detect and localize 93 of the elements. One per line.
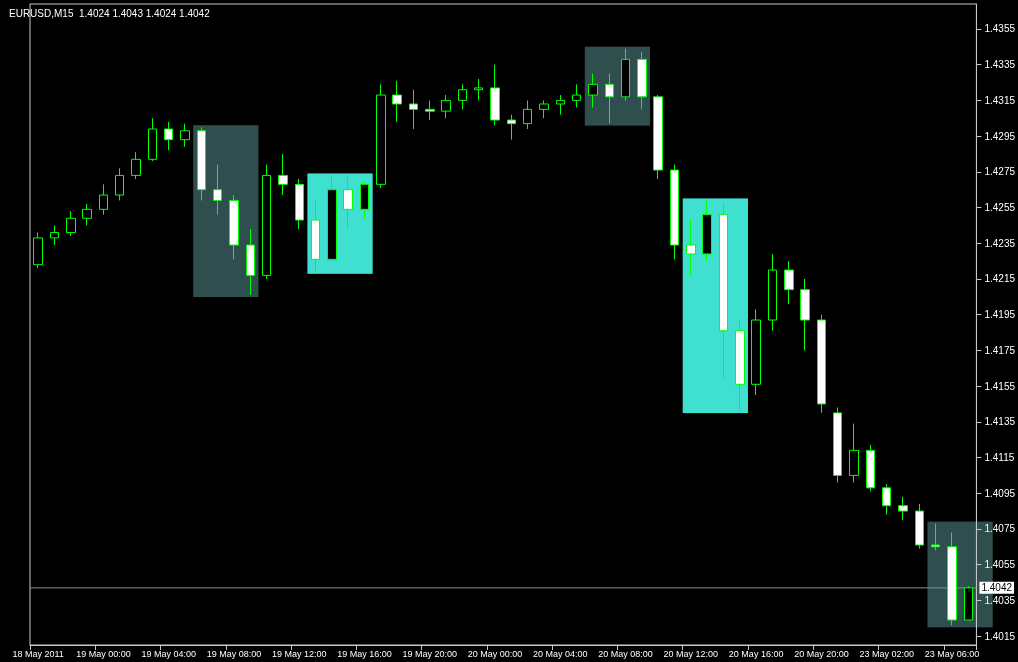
x-tick-label: 20 May 20:00 [794,648,849,659]
candlestick [735,319,745,412]
y-tick-label: 1.4015 [984,630,1016,642]
x-tick-label: 20 May 16:00 [728,648,784,659]
candlestick [229,194,239,260]
candlestick [800,278,810,351]
candlestick [915,503,924,550]
x-tick-label: 19 May 12:00 [271,648,327,659]
candlestick [311,199,320,273]
candlestick [376,83,386,189]
x-tick-label: 20 May 12:00 [663,648,719,659]
candlestick [719,203,728,380]
y-tick-label: 1.4035 [984,594,1016,606]
y-tick-label: 1.4355 [984,23,1016,35]
candlestick [817,314,826,414]
x-tick-label: 19 May 20:00 [402,648,458,659]
candlestick [164,121,173,151]
x-tick-label: 19 May 00:00 [76,648,131,659]
candlestick [262,164,271,280]
candlestick [131,151,141,180]
y-tick-label: 1.4335 [984,59,1016,71]
candlestick [295,178,304,230]
candlestick [637,51,647,110]
candlestick [751,308,761,396]
candlestick [898,496,908,521]
candlestick [523,99,532,130]
candlestick [33,232,43,269]
candlestick [784,260,794,305]
candlestick [99,183,108,216]
candlestick [327,174,337,262]
chart-title: EURUSD,M15 1.4024 1.4043 1.4024 1.4042 [9,7,211,19]
x-tick-label: 20 May 00:00 [467,648,523,659]
candlestick [392,80,402,123]
candlestick [768,253,777,332]
candlestick [213,164,222,216]
candlestick [556,94,565,116]
candlestick [180,123,190,148]
y-tick-label: 1.4115 [984,452,1015,464]
candlestick [849,423,859,484]
candlestick [425,99,435,121]
candlestick [490,64,500,126]
candlestick [50,224,59,246]
candlestick [702,199,712,262]
y-tick-label: 1.4315 [984,94,1016,106]
y-tick-label: 1.4195 [984,309,1016,321]
y-tick-label: 1.4175 [984,344,1016,356]
candlestick [246,228,255,296]
y-tick-label: 1.4295 [984,130,1016,142]
candlestick [588,73,598,109]
candlestick [964,585,973,621]
x-tick-label: 18 May 2011 [12,648,64,659]
ref-line-label: 1.4042 [981,582,1013,594]
candlestick [474,78,483,101]
x-tick-label: 19 May 16:00 [337,648,392,659]
candlestick [82,203,92,226]
candlestick [343,176,353,230]
y-tick-label: 1.4235 [984,237,1016,249]
y-tick-label: 1.4275 [984,166,1016,178]
candlestick [539,99,549,119]
y-tick-label: 1.4155 [984,380,1016,392]
candlestick [360,180,369,219]
x-tick-label: 20 May 08:00 [598,648,653,659]
candlestick [148,117,157,162]
candlestick [605,73,614,125]
candlestick [572,83,581,109]
candlestick [882,483,891,516]
y-tick-label: 1.4095 [984,487,1016,499]
candlestick [409,89,418,130]
y-tick-label: 1.4255 [984,202,1016,214]
candlestick [947,532,957,626]
candlestick [866,444,875,492]
candlestick [670,164,679,260]
y-tick-label: 1.4055 [984,559,1016,571]
candlestick [653,94,663,180]
candlestick [66,210,76,237]
candlestick [686,219,696,276]
candlestick [441,94,451,119]
y-tick-label: 1.4135 [984,416,1016,428]
x-tick-label: 23 May 06:00 [924,648,980,659]
candlestick [458,83,467,110]
x-tick-label: 19 May 08:00 [206,648,262,659]
x-tick-label: 20 May 04:00 [533,648,588,659]
candlestick [115,167,124,201]
candlestick [507,114,516,141]
x-tick-label: 19 May 04:00 [141,648,196,659]
candlestick [621,48,630,101]
y-tick-label: 1.4215 [984,273,1016,285]
candlestick [833,407,842,484]
candlestick [197,126,206,201]
y-tick-label: 1.4075 [984,523,1016,535]
candlestick [278,153,288,196]
x-tick-label: 23 May 02:00 [859,648,914,659]
candlestick [931,523,940,551]
